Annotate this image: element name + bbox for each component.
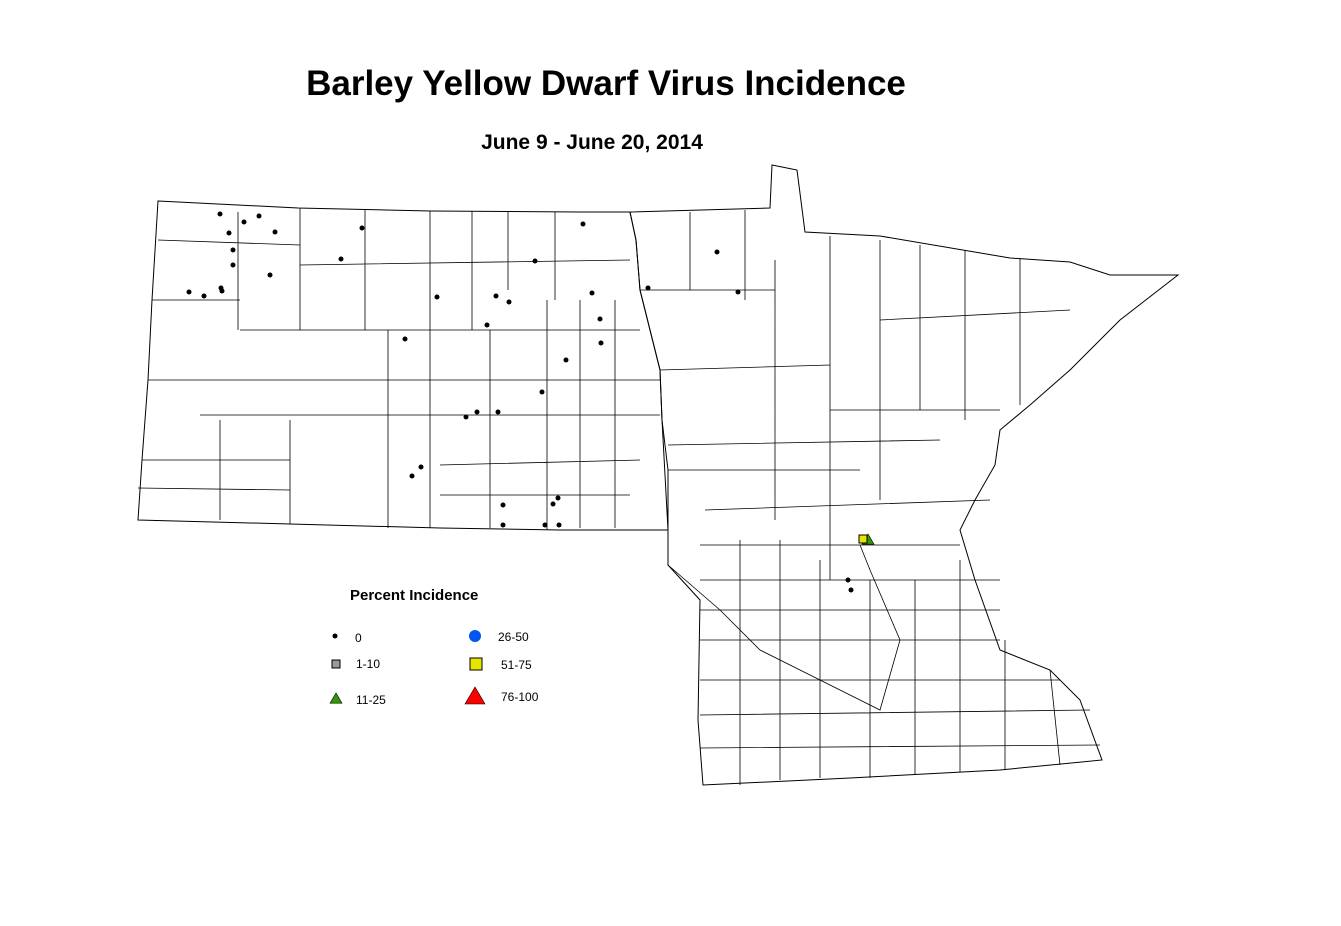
- site-marker-0: [272, 229, 278, 235]
- map-title: Barley Yellow Dwarf Virus Incidence: [306, 64, 906, 103]
- legend-symbol-51-75: [469, 657, 483, 671]
- site-marker-0: [555, 495, 561, 501]
- legend-symbol-26-50: [469, 630, 481, 642]
- site-marker-0: [563, 357, 569, 363]
- site-marker-0: [550, 501, 556, 507]
- site-marker-0: [409, 473, 415, 479]
- site-marker-0: [532, 258, 538, 264]
- site-marker-0: [402, 336, 408, 342]
- site-marker-0: [338, 256, 344, 262]
- site-marker-0: [484, 322, 490, 328]
- site-marker-0: [493, 293, 499, 299]
- site-marker-0: [845, 577, 851, 583]
- site-marker-0: [474, 409, 480, 415]
- site-marker-0: [597, 316, 603, 322]
- site-marker-0: [495, 409, 501, 415]
- site-marker-0: [267, 272, 273, 278]
- site-marker-0: [186, 289, 192, 295]
- site-marker-0: [714, 249, 720, 255]
- site-marker-0: [434, 294, 440, 300]
- site-marker-0: [580, 221, 586, 227]
- site-marker-0: [359, 225, 365, 231]
- site-marker-0: [230, 262, 236, 268]
- river-line: [667, 544, 901, 711]
- site-marker-0: [226, 230, 232, 236]
- site-marker-0: [556, 522, 562, 528]
- site-marker-0: [219, 288, 225, 294]
- legend-symbol-0: [332, 633, 338, 639]
- site-marker-0: [500, 522, 506, 528]
- north-dakota-outline: [137, 200, 669, 531]
- site-marker-0: [848, 587, 854, 593]
- site-marker-0: [735, 289, 741, 295]
- minnesota-outline: [629, 164, 1180, 786]
- county-lines: [137, 208, 1101, 785]
- legend-label-11-25: 11-25: [356, 693, 386, 707]
- site-marker-0: [598, 340, 604, 346]
- legend-label-51-75: 51-75: [501, 658, 532, 672]
- legend-label-0: 0: [355, 631, 362, 645]
- legend-symbol-1-10: [331, 659, 341, 669]
- site-marker-0: [463, 414, 469, 420]
- site-marker-0: [256, 213, 262, 219]
- legend-label-26-50: 26-50: [498, 630, 529, 644]
- legend-symbol-11-25: [329, 692, 343, 704]
- map-subtitle: June 9 - June 20, 2014: [481, 131, 703, 154]
- legend-symbol-76-100: [464, 686, 486, 705]
- site-marker-0: [539, 389, 545, 395]
- site-marker-0: [230, 247, 236, 253]
- legend-label-76-100: 76-100: [501, 690, 539, 704]
- site-marker-51-75: [858, 534, 868, 544]
- site-marker-0: [201, 293, 207, 299]
- legend-title: Percent Incidence: [350, 587, 479, 604]
- site-marker-0: [500, 502, 506, 508]
- site-marker-0: [645, 285, 651, 291]
- site-marker-0: [589, 290, 595, 296]
- site-marker-0: [217, 211, 223, 217]
- site-marker-0: [418, 464, 424, 470]
- legend-label-1-10: 1-10: [356, 657, 381, 671]
- site-marker-0: [241, 219, 247, 225]
- site-marker-0: [542, 522, 548, 528]
- site-marker-0: [506, 299, 512, 305]
